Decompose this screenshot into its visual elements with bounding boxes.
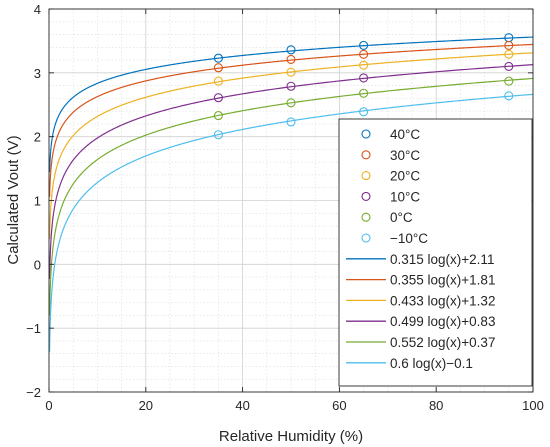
- tick-labels: 0 20 40 60 80 100 −2 −1 0 1 2 3 4: [26, 2, 544, 413]
- data-point: [504, 49, 514, 59]
- x-tick-label: 100: [522, 398, 544, 413]
- fit-lines: [48, 36, 534, 352]
- legend-label: 30°C: [390, 148, 420, 163]
- legend-label: 0.6 log(x)−0.1: [390, 356, 473, 371]
- legend-label: 0.433 log(x)+1.32: [390, 293, 495, 308]
- data-point: [504, 91, 514, 101]
- legend-label: 0.355 log(x)+1.81: [390, 273, 495, 288]
- legend-label: 0.315 log(x)+2.11: [390, 252, 494, 267]
- data-point: [359, 49, 369, 59]
- x-tick-label: 0: [45, 398, 52, 413]
- y-tick-label: −1: [26, 321, 41, 336]
- legend-label: 20°C: [390, 169, 420, 184]
- data-point: [286, 81, 296, 91]
- x-tick-label: 20: [139, 398, 153, 413]
- data-point: [359, 107, 369, 117]
- legend: 40°C 30°C 20°C 10°C 0°C −10°C 0.315 log(x)+2.1…: [338, 118, 533, 387]
- legend-marker: [361, 191, 371, 201]
- legend-marker: [361, 129, 371, 139]
- data-point: [286, 117, 296, 127]
- data-point: [286, 54, 296, 64]
- legend-label: 0°C: [390, 210, 413, 225]
- measured-points: [213, 33, 514, 140]
- legend-label: 0.499 log(x)+0.83: [390, 314, 495, 329]
- data-point: [286, 67, 296, 77]
- y-axis-label: Calculated Vout (V): [5, 135, 22, 264]
- fit-line: [48, 52, 534, 239]
- data-point: [359, 60, 369, 70]
- data-point: [504, 40, 514, 50]
- legend-marker: [361, 171, 371, 181]
- legend-label: −10°C: [390, 231, 428, 246]
- data-point: [504, 61, 514, 71]
- y-tick-label: 3: [34, 66, 41, 81]
- y-tick-label: 2: [34, 130, 41, 145]
- data-point: [213, 76, 223, 86]
- data-point: [213, 111, 223, 121]
- legend-marker: [361, 212, 371, 222]
- data-point: [359, 73, 369, 83]
- data-point: [213, 93, 223, 103]
- data-point: [359, 88, 369, 98]
- data-point: [286, 45, 296, 55]
- x-tick-label: 80: [429, 398, 443, 413]
- fit-line: [48, 93, 534, 352]
- data-point: [359, 40, 369, 50]
- legend-marker: [361, 233, 371, 243]
- x-tick-label: 60: [332, 398, 346, 413]
- legend-label: 10°C: [390, 189, 420, 204]
- fit-line: [48, 64, 534, 279]
- legend-marker: [361, 150, 371, 160]
- y-tick-label: −2: [26, 385, 41, 400]
- x-tick-label: 40: [235, 398, 249, 413]
- data-point: [213, 63, 223, 73]
- legend-label: 0.552 log(x)+0.37: [390, 335, 495, 350]
- y-tick-label: 0: [34, 257, 41, 272]
- legend-label: 40°C: [390, 127, 420, 142]
- x-axis-label: Relative Humidity (%): [219, 428, 363, 445]
- y-tick-label: 1: [34, 194, 41, 209]
- data-point: [504, 76, 514, 86]
- data-point: [286, 98, 296, 108]
- fit-line: [48, 36, 534, 173]
- fit-line: [48, 77, 534, 316]
- fit-line: [48, 43, 534, 197]
- y-tick-label: 4: [34, 2, 41, 17]
- data-point: [213, 53, 223, 63]
- data-point: [213, 130, 223, 140]
